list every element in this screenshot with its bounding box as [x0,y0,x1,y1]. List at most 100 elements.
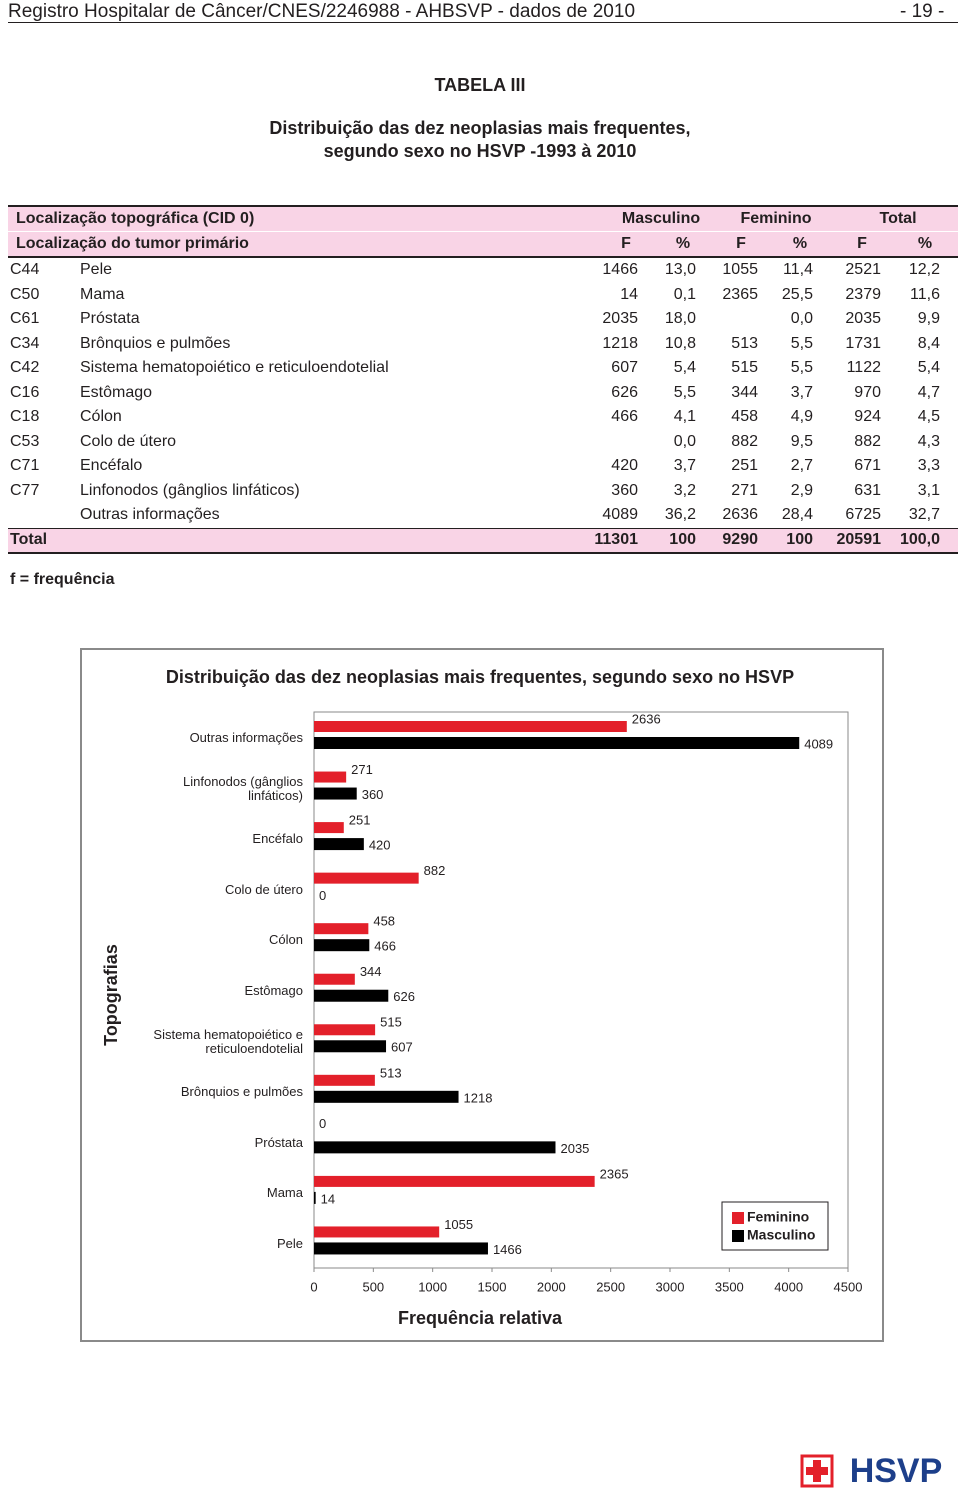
bar [314,1024,376,1036]
cell: 4,1 [673,408,696,425]
cell: 3,7 [673,457,696,474]
cell: 1218 [602,334,638,352]
x-tick-label: 0 [310,1279,317,1294]
rule [8,552,958,554]
row-code: C77 [10,481,40,499]
page-number: - 19 - [900,1,945,22]
cell: 8,4 [917,334,940,352]
bar [314,1175,595,1187]
cell: 28,4 [781,506,813,523]
header-group: Total [879,210,917,227]
total-label: Total [10,531,48,548]
value-label: 607 [391,1040,413,1055]
cell: 360 [611,481,638,499]
total-cell: 11301 [594,531,638,548]
value-label: 513 [380,1065,402,1080]
category-label: Encéfalo [252,831,303,847]
cell: 3,2 [673,481,696,499]
x-tick-label: 3500 [715,1279,744,1294]
legend-swatch [732,1230,744,1242]
cell: 5,5 [790,334,813,352]
header-group: Masculino [621,210,701,227]
row-name: Pele [80,261,113,278]
cell: 970 [854,383,881,401]
category-label: Estômago [244,983,303,998]
cell: 924 [854,408,881,425]
cell: 1122 [846,359,881,376]
cell: 5,4 [673,359,696,376]
value-label: 420 [369,838,391,853]
value-label: 2365 [600,1166,629,1181]
category-label: Próstata [254,1134,303,1150]
category-label: Mama [266,1185,303,1201]
cell: 1466 [602,261,638,278]
value-label: 271 [351,762,373,777]
legend-label: Masculino [747,1227,815,1243]
bar [314,1191,316,1204]
cell: 2035 [845,310,881,327]
cell: 458 [731,408,758,425]
row-name: Encéfalo [80,457,143,474]
cell: 0,0 [790,310,813,327]
value-label: 251 [349,813,371,828]
value-label: 2035 [560,1141,589,1156]
rule [8,231,958,232]
legend-label: Feminino [747,1209,809,1225]
y-axis-label: Topografias [101,944,121,1046]
cell: 271 [731,481,758,499]
value-label: 360 [362,787,384,802]
logo-cross [806,1460,828,1482]
cell: 25,5 [781,285,813,303]
category-label: Sistema hematopoiético e reticuloendotel… [153,1026,303,1056]
cell: 882 [731,432,758,450]
logo-text: HSVP [850,1454,943,1490]
row-name: Sistema hematopoiético e reticuloendotel… [80,359,389,376]
cell: 32,7 [908,506,940,523]
row-code: C61 [10,310,40,327]
row-name: Próstata [80,310,140,327]
cell: 9,5 [790,432,813,450]
category-label: Outras informações [189,730,303,746]
legend-swatch [732,1212,744,1224]
header-col: Localização do tumor primário [16,235,249,252]
row-code: C18 [10,408,40,425]
cell: 515 [731,359,758,376]
cell: 12,2 [908,261,940,278]
cell: 4,5 [917,408,940,425]
header-col: F [736,235,746,252]
row-code: C50 [10,285,40,303]
cell: 4,3 [917,432,940,450]
value-label: 2636 [632,711,661,726]
header-group: Localização topográfica (CID 0) [16,210,255,227]
cell: 2365 [722,285,758,303]
subtitle: segundo sexo no HSVP -1993 à 2010 [323,141,637,161]
cell: 1055 [722,261,758,278]
header-group: Feminino [740,210,812,227]
bar [314,721,627,732]
row-code: C16 [10,383,40,401]
row-code: C53 [10,432,40,450]
footnote: f = frequência [10,571,115,588]
cell: 4,9 [790,408,813,425]
bar [314,771,347,783]
header-col: F [857,235,867,252]
cell: 4,7 [917,383,940,401]
bar [314,737,800,749]
bar [314,838,364,851]
cell: 671 [854,457,881,474]
value-label: 1218 [464,1090,493,1105]
row-code: C44 [10,261,40,278]
row-code: C42 [10,359,40,376]
total-cell: 100 [669,531,696,548]
row-code: C34 [10,334,40,352]
header-col: % [675,235,691,252]
cell: 6725 [845,506,881,523]
bar [314,973,355,985]
header-col: % [792,235,808,252]
cell: 10,8 [664,334,696,352]
bar [314,787,357,800]
cell: 9,9 [917,310,940,327]
cell: 14 [620,285,638,303]
cell: 607 [611,359,638,376]
